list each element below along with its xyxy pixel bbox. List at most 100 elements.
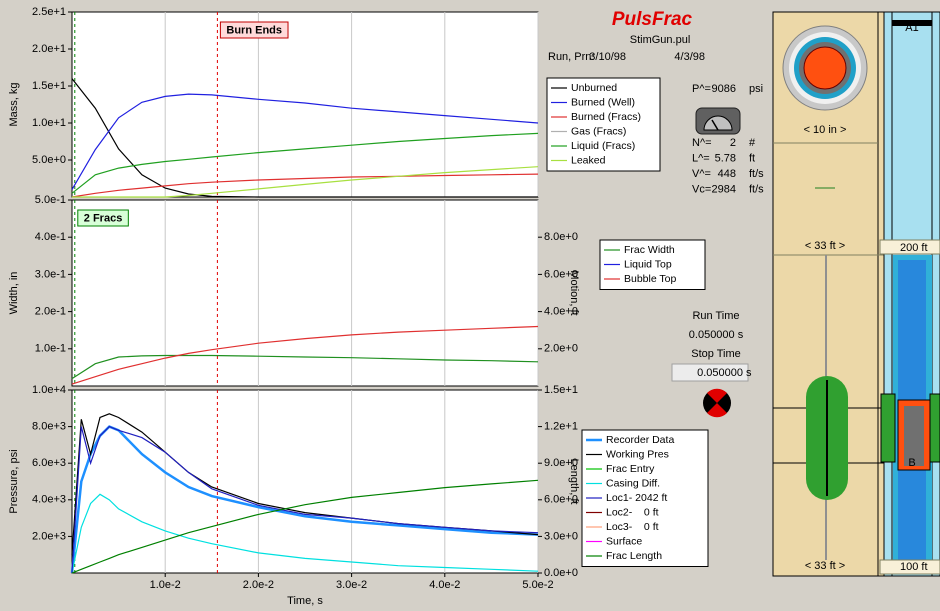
y-tick-label: 1.0e+4 — [32, 384, 66, 396]
param-value: 5.78 — [715, 152, 736, 164]
legend-label: Leaked — [571, 154, 606, 166]
x-tick-label: 4.0e-2 — [429, 579, 460, 591]
app-title: PulsFrac — [612, 9, 693, 30]
gauge-icon — [695, 107, 741, 135]
prn-date: 4/3/98 — [674, 51, 705, 63]
param-unit: ft/s — [749, 168, 764, 180]
legend-label: Frac Width — [624, 244, 675, 256]
param-unit: ft/s — [749, 183, 764, 195]
series-line — [71, 325, 539, 385]
run-time: 0.050000 s — [689, 329, 744, 341]
stop-button[interactable] — [703, 388, 731, 418]
y-tick-label: 8.0e+3 — [32, 421, 66, 433]
stop-time-field[interactable] — [671, 363, 749, 382]
diameter-label: < 10 in > — [804, 124, 847, 136]
run-time-label: Run Time — [692, 310, 739, 322]
stop-time-unit: s — [746, 367, 752, 379]
y2-axis-label: Length, ft — [568, 459, 580, 505]
spacing-label: < 33 ft > — [805, 240, 845, 252]
param-label: Vc= — [692, 183, 711, 195]
y-tick-label: 5.0e-1 — [35, 194, 66, 206]
run-date: 3/10/98 — [589, 51, 626, 63]
legend-label: Casing Diff. — [606, 477, 660, 489]
y2-tick-label: 3.0e+0 — [544, 530, 578, 542]
y-tick-label: 2.0e+3 — [32, 530, 66, 542]
stop-time-label: Stop Time — [691, 348, 741, 360]
x-axis-label: Time, s — [287, 595, 323, 607]
y-axis-label: Width, in — [8, 272, 20, 315]
param-value: 9086 — [712, 83, 736, 95]
legend-label: Bubble Top — [624, 273, 677, 285]
param-unit: ft — [749, 152, 755, 164]
series-line — [71, 425, 539, 574]
param-list: N^= 2 # L^= 5.78 ft V^= 448 ft/s Vc= 2984 ft/s — [692, 137, 764, 196]
y2-tick-label: 9.0e+0 — [544, 457, 578, 469]
y2-tick-label: 6.0e+0 — [544, 494, 578, 506]
stop-time: 0.050000 — [697, 367, 743, 379]
legend-label: Burned (Well) — [571, 96, 635, 108]
series-line — [71, 479, 539, 574]
legend-label: Liquid (Fracs) — [571, 140, 635, 152]
y-tick-label: 3.0e-1 — [35, 268, 66, 280]
y-tick-label: 1.0e-1 — [35, 343, 66, 355]
y2-tick-label: 8.0e+0 — [544, 231, 578, 243]
y2-tick-label: 6.0e+0 — [544, 268, 578, 280]
param-label: L^= — [692, 152, 710, 164]
x-tick-label: 2.0e-2 — [243, 579, 274, 591]
spacing-label: < 33 ft > — [805, 560, 845, 572]
series-line — [70, 425, 539, 574]
series-line — [71, 132, 539, 194]
y-axis-label: Pressure, psi — [8, 449, 20, 513]
y-tick-label: 2.0e+1 — [32, 43, 66, 55]
y-tick-label: 4.0e-1 — [35, 231, 66, 243]
y-tick-label: 6.0e+3 — [32, 457, 66, 469]
annotation: Burn Ends — [226, 24, 282, 36]
legend-label: Recorder Data — [606, 434, 674, 446]
y2-tick-label: 0.0e+0 — [544, 567, 578, 579]
y-tick-label: 2.0e-1 — [35, 306, 66, 318]
param-unit: # — [749, 137, 756, 149]
plot-area — [71, 389, 539, 574]
wellbore-diagram — [772, 11, 940, 577]
legend-label: Liquid Top — [624, 258, 672, 270]
tubing-label: A1 — [905, 22, 918, 34]
annotation-box — [219, 21, 289, 39]
x-tick-label: 5.0e-2 — [522, 579, 553, 591]
param-value: 448 — [718, 168, 736, 180]
param-label: N^= — [692, 137, 712, 149]
legend-label: Frac Length — [606, 550, 662, 562]
series-line — [72, 166, 539, 198]
param-label: P^= — [692, 83, 711, 95]
depth-label: 100 ft — [900, 561, 928, 573]
param-value: 2 — [730, 137, 736, 149]
gun-label: B — [908, 457, 915, 469]
legend — [546, 77, 661, 172]
legend-label: Loc1- 2042 ft — [606, 492, 667, 504]
y-tick-label: 1.0e+1 — [32, 117, 66, 129]
legend-label: Frac Entry — [606, 463, 655, 475]
legend — [581, 429, 709, 567]
run-label: Run, Prn: — [548, 51, 594, 63]
series-line — [71, 493, 539, 574]
param-unit: psi — [749, 83, 763, 95]
legend-label: Burned (Fracs) — [571, 111, 641, 123]
legend-label: Loc3- 0 ft — [606, 521, 659, 533]
series-line — [71, 93, 539, 190]
y-tick-label: 2.5e+1 — [32, 6, 66, 18]
y2-tick-label: 4.0e+0 — [544, 306, 578, 318]
annotation: 2 Fracs — [84, 212, 123, 224]
y2-tick-label: 2.0e+0 — [544, 343, 578, 355]
y-tick-label: 5.0e+0 — [32, 154, 66, 166]
plot-area — [71, 11, 539, 198]
plot-area — [71, 199, 539, 387]
series-line — [71, 173, 539, 198]
series-line — [71, 354, 539, 380]
y-axis-label: Mass, kg — [8, 82, 20, 126]
legend-label: Working Pres — [606, 448, 669, 460]
legend-label: Loc2- 0 ft — [606, 506, 659, 518]
param-value: 2984 — [712, 183, 736, 195]
annotation-box — [77, 209, 129, 227]
legend-label: Unburned — [571, 82, 617, 94]
